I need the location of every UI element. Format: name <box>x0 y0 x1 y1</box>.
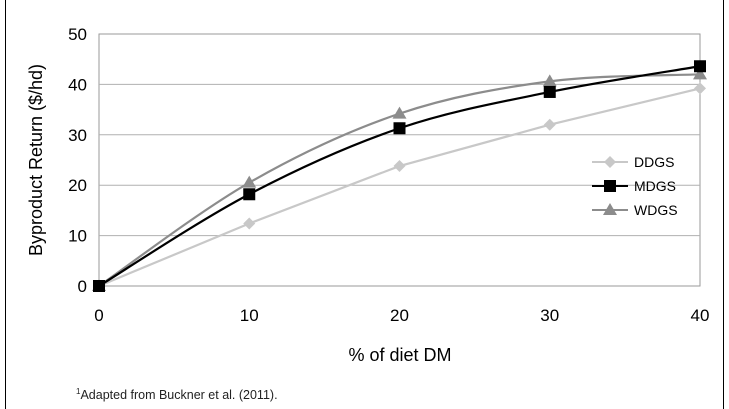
point-mdgs <box>93 280 105 292</box>
point-ddgs <box>694 82 706 95</box>
footnote: 1Adapted from Buckner et al. (2011). <box>76 387 278 402</box>
legend-marker-wdgs <box>603 203 617 215</box>
point-mdgs <box>543 85 556 98</box>
x-axis-label: % of diet DM <box>348 345 451 365</box>
point-wdgs <box>242 175 257 188</box>
point-wdgs <box>542 74 557 87</box>
legend-label-ddgs: DDGS <box>634 154 674 170</box>
figure-frame <box>5 0 724 409</box>
legend-marker-ddgs <box>604 156 616 168</box>
y-tick-label: 50 <box>68 25 87 44</box>
y-tick-label: 0 <box>78 277 87 296</box>
y-axis-label: Byproduct Return ($/hd) <box>26 64 46 256</box>
chart: 0 10 20 30 40 50 0 10 20 30 40 % of diet DM Bypro… <box>26 25 709 365</box>
point-ddgs <box>243 217 256 230</box>
point-wdgs <box>693 67 707 80</box>
legend-label-wdgs: WDGS <box>634 202 678 218</box>
x-tick-label: 30 <box>540 306 559 325</box>
y-tick-label: 30 <box>68 126 87 145</box>
point-mdgs <box>694 60 706 73</box>
point-mdgs <box>243 188 256 201</box>
x-tick-label: 0 <box>94 306 103 325</box>
point-ddgs <box>393 160 406 173</box>
point-ddgs <box>543 118 556 131</box>
legend: DDGS MDGS WDGS <box>592 154 678 218</box>
x-tick-label: 20 <box>390 306 409 325</box>
footnote-text: Adapted from Buckner et al. (2011). <box>80 388 278 403</box>
legend-label-mdgs: MDGS <box>634 178 676 194</box>
x-axis: 0 10 20 30 40 <box>94 306 709 325</box>
x-tick-label: 40 <box>691 306 710 325</box>
point-wdgs <box>392 106 407 119</box>
y-tick-label: 10 <box>68 227 87 246</box>
y-tick-label: 40 <box>68 75 87 94</box>
series-layer <box>92 60 707 292</box>
footnote-marker: 1 <box>76 387 81 396</box>
y-axis: 0 10 20 30 40 50 <box>68 25 87 296</box>
legend-marker-mdgs <box>604 180 616 192</box>
y-tick-label: 20 <box>68 176 87 195</box>
point-mdgs <box>393 122 406 135</box>
x-tick-label: 10 <box>240 306 259 325</box>
